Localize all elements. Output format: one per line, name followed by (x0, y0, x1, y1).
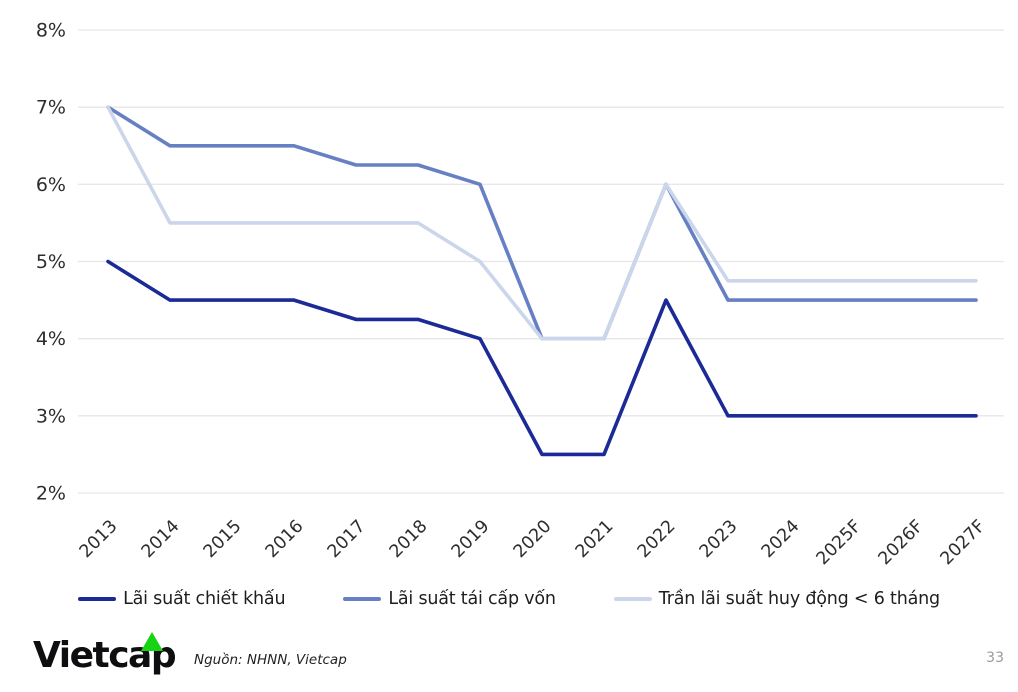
line-swatch-icon (343, 597, 382, 601)
chart-svg: 8% 7% 6% 5% 4% 3% 2% 2013 2014 2015 2016 2017 2018 20… (36, 20, 1004, 569)
x-axis-tick-label: 2021 (572, 516, 618, 562)
x-axis-tick-label: 2015 (200, 516, 246, 562)
x-axis-tick-label: 2019 (448, 516, 494, 562)
chart-legend: Lãi suất chiết khấu Lãi suất tái cấp vốn… (0, 589, 1018, 609)
y-axis-tick-label: 4% (36, 328, 66, 350)
y-axis-tick-label: 3% (36, 405, 66, 427)
x-axis-tick-label: 2027F (937, 516, 990, 569)
x-axis-tick-label: 2014 (138, 516, 184, 562)
logo-triangle-icon (141, 632, 163, 651)
line-swatch-icon (613, 597, 652, 601)
y-axis-tick-label: 7% (36, 97, 66, 119)
line-swatch-icon (78, 597, 117, 601)
interest-rate-chart: 8% 7% 6% 5% 4% 3% 2% 2013 2014 2015 2016 2017 2018 20… (36, 20, 1004, 569)
x-axis-tick-label: 2020 (510, 516, 556, 562)
page-number: 33 (986, 650, 1004, 666)
y-axis-tick-label: 8% (36, 20, 66, 42)
series-line (106, 259, 978, 457)
slide-footer: Vietcap Nguồn: NHNN, Vietcap 33 (0, 628, 1018, 692)
x-axis-tick-label: 2018 (386, 516, 432, 562)
legend-label: Lãi suất tái cấp vốn (388, 589, 556, 609)
x-axis-tick-label: 2025F (813, 516, 866, 569)
y-axis-tick-label: 2% (36, 483, 66, 505)
source-note: Nguồn: NHNN, Vietcap (194, 652, 347, 668)
x-axis-tick-label: 2024 (758, 516, 804, 562)
legend-item-refinancing-rate: Lãi suất tái cấp vốn (343, 589, 556, 609)
x-axis-tick-label: 2023 (696, 516, 742, 562)
x-axis-tick-label: 2022 (634, 516, 680, 562)
series-line (106, 105, 978, 341)
vietcap-logo: Vietcap (33, 632, 177, 678)
legend-item-deposit-cap: Trần lãi suất huy động < 6 tháng (613, 589, 940, 609)
x-axis-tick-label: 2017 (324, 516, 370, 562)
legend-label: Lãi suất chiết khấu (123, 589, 286, 609)
legend-label: Trần lãi suất huy động < 6 tháng (658, 589, 940, 609)
x-axis-tick-label: 2013 (76, 516, 122, 562)
x-axis-tick-label: 2026F (875, 516, 928, 569)
y-axis-tick-label: 6% (36, 174, 66, 196)
x-axis-tick-label: 2016 (262, 516, 308, 562)
y-axis-tick-label: 5% (36, 251, 66, 273)
legend-item-discount-rate: Lãi suất chiết khấu (78, 589, 286, 609)
